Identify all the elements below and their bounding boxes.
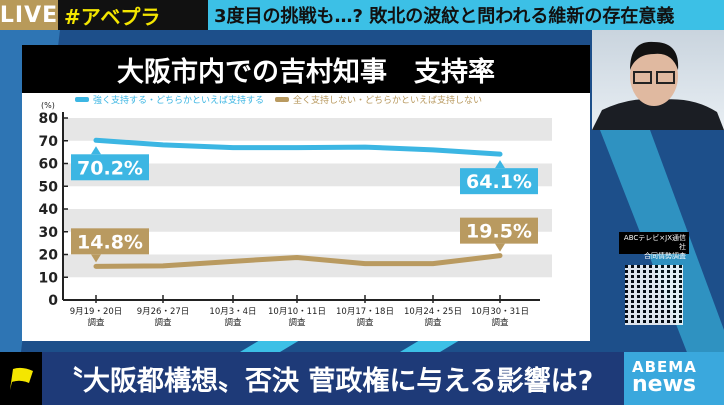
headline: 3度目の挑戦も…? 敗北の波紋と問われる維新の存在意義	[208, 0, 724, 30]
x-tick-label: 10月30・31日	[471, 307, 529, 317]
poll-source: ABCテレビ×JX通信社 合同情勢調査	[619, 232, 689, 260]
legend-label: 全く支持しない・どちらかといえば支持しない	[293, 94, 482, 106]
qr-code	[625, 265, 683, 325]
x-tick-label: 10月10・11日	[268, 307, 326, 317]
data-label-pointer	[91, 254, 101, 263]
y-tick-label: 60	[39, 157, 59, 173]
caption: 〝大阪都構想〟否決 菅政権に与える影響は?	[42, 352, 624, 405]
legend-swatch	[75, 97, 89, 102]
x-tick-label-sub: 調査	[288, 317, 306, 328]
legend-label: 強く支持する・どちらかといえば支持する	[93, 94, 264, 106]
x-tick-label: 9月26・27日	[137, 307, 190, 317]
x-tick-label: 10月3・4日	[209, 307, 256, 317]
x-tick-label: 10月24・25日	[404, 307, 462, 317]
data-label: 14.8%	[77, 231, 143, 253]
x-tick-label: 10月17・18日	[336, 307, 394, 317]
support-rate-chart: 01020304050607080(%)9月19・20日調査9月26・27日調査…	[39, 94, 552, 328]
grid-band	[63, 254, 552, 278]
data-label-pointer	[91, 146, 101, 155]
x-tick-label-sub: 調査	[356, 317, 374, 328]
y-tick-label: 10	[39, 270, 59, 286]
y-tick-label: 50	[39, 179, 59, 195]
data-label-box	[460, 168, 538, 195]
x-tick-label-sub: 調査	[87, 317, 105, 328]
data-label-box	[460, 217, 538, 244]
y-tick-label: 80	[39, 111, 59, 127]
data-label-pointer	[495, 243, 505, 252]
hashtag: #アベプラ	[58, 0, 208, 30]
grid-band	[63, 209, 552, 232]
y-tick-label: 0	[48, 293, 58, 309]
y-tick-label: 40	[39, 202, 59, 218]
data-label: 70.2%	[77, 157, 143, 179]
abema-news-logo: ABEMA news	[624, 352, 724, 405]
top-banner: LIVE #アベプラ 3度目の挑戦も…? 敗北の波紋と問われる維新の存在意義	[0, 0, 724, 30]
chart-panel: 0 10 20 30 40 50 60 70 80 (%) 9月19・20日 調査 9月26・27日 調査…	[22, 45, 590, 341]
commentator-video	[592, 30, 724, 130]
y-tick-label: 20	[39, 248, 59, 264]
grid-band	[63, 118, 552, 141]
x-tick-label-sub: 調査	[154, 317, 172, 328]
x-tick-label-sub: 調査	[491, 317, 509, 328]
flag-icon	[0, 352, 42, 405]
data-label: 64.1%	[466, 171, 532, 193]
data-label-pointer	[495, 160, 505, 169]
live-badge: LIVE	[0, 0, 58, 30]
data-label: 19.5%	[466, 221, 532, 243]
x-tick-label-sub: 調査	[424, 317, 442, 328]
data-label-box	[71, 228, 149, 255]
y-tick-label: 30	[39, 225, 59, 241]
chart-title: 大阪市内での吉村知事 支持率	[22, 45, 590, 93]
series-line	[93, 137, 503, 157]
grid-band	[63, 163, 552, 187]
legend-swatch	[275, 97, 289, 102]
y-axis-unit: (%)	[41, 101, 55, 110]
source-line1: ABCテレビ×JX通信社	[623, 234, 686, 251]
source-line2: 合同情勢調査	[644, 252, 686, 260]
x-tick-label: 9月19・20日	[70, 307, 123, 317]
data-label-box	[71, 154, 149, 181]
x-tick-label-sub: 調査	[224, 317, 242, 328]
bottom-banner: 〝大阪都構想〟否決 菅政権に与える影響は? ABEMA news	[0, 352, 724, 405]
y-tick-label: 70	[39, 134, 59, 150]
